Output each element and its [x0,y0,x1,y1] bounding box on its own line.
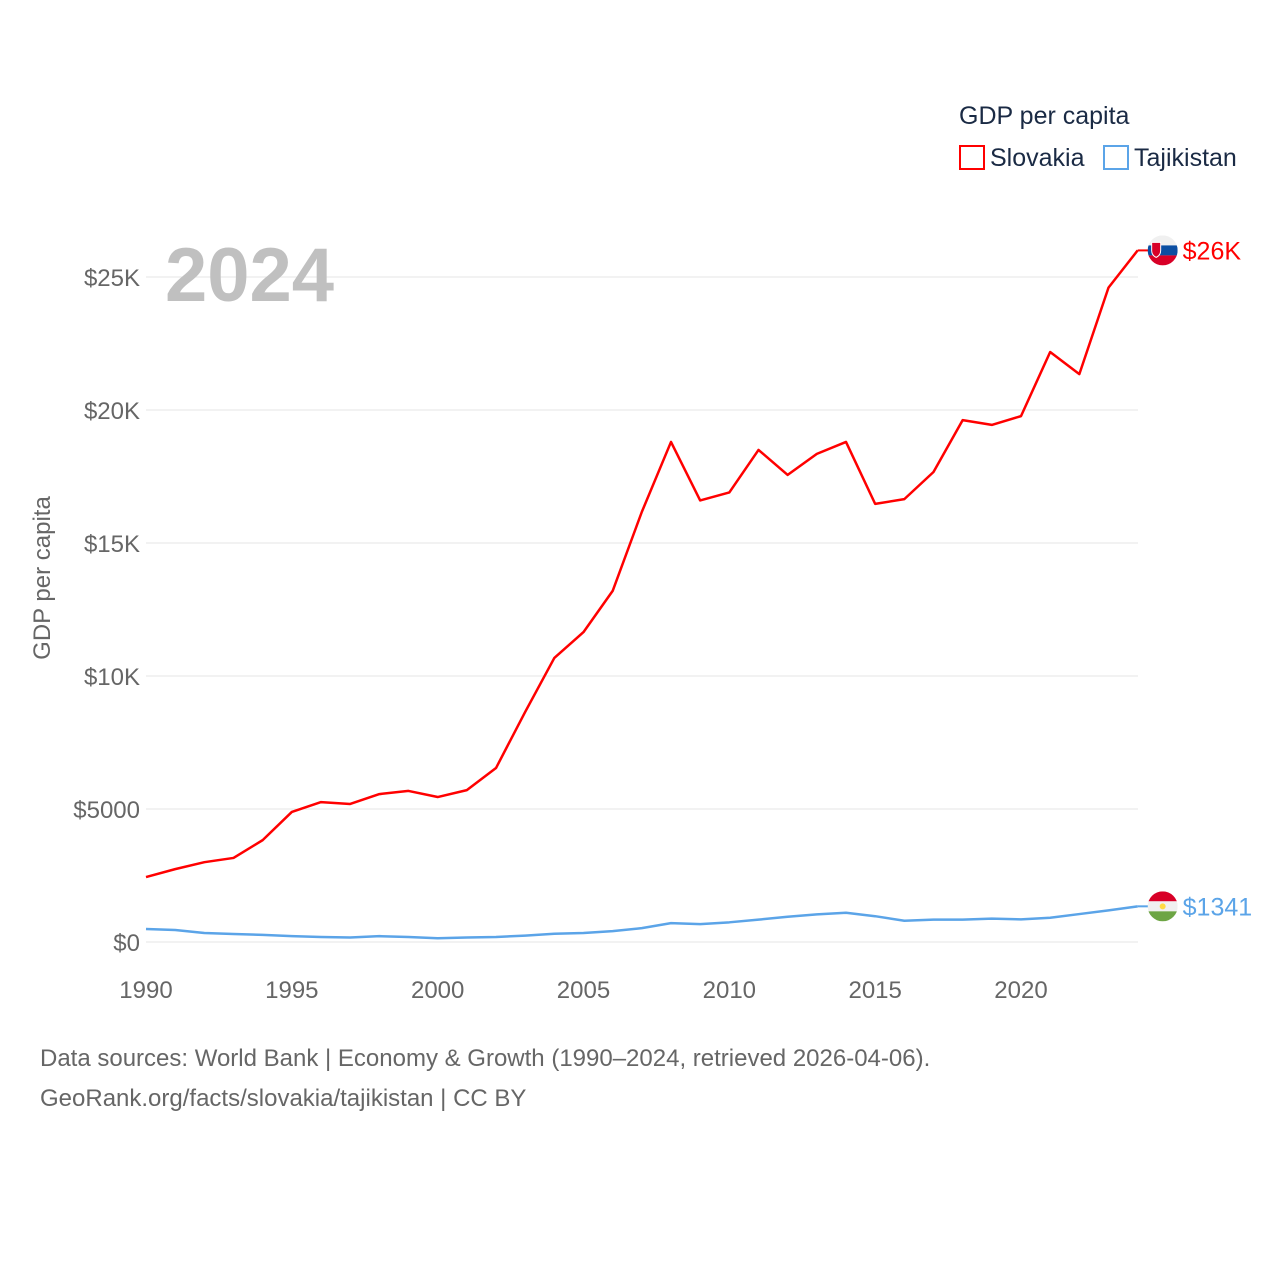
x-tick-label: 2005 [557,977,610,1004]
legend-swatch [1103,145,1129,170]
x-tick-label: 2010 [703,977,756,1004]
end-value-label: $26K [1183,237,1242,265]
series-line-slovakia [145,249,1139,879]
series-line-tajikistan [145,905,1138,940]
x-tick-label: 1995 [265,977,318,1004]
tajikistan-flag-icon [1147,891,1178,922]
footer-attribution[interactable]: GeoRank.org/facts/slovakia/tajikistan | … [40,1085,527,1112]
y-tick-label: $20K [84,398,140,425]
x-tick-label: 2020 [994,977,1047,1004]
y-tick-label: $5000 [73,797,140,824]
year-watermark: 2024 [165,233,334,318]
x-tick-label: 1990 [119,977,172,1004]
y-tick-label: $10K [84,664,140,691]
y-tick-label: $15K [84,531,140,558]
end-value-label: $1341 [1183,893,1253,921]
legend-title: GDP per capita [959,102,1130,130]
x-tick-label: 2000 [411,977,464,1004]
slovakia-flag-icon [1147,235,1178,266]
legend-label-tajikistan: Tajikistan [1134,144,1237,172]
y-tick-label: $25K [84,265,140,292]
y-axis-label: GDP per capita [29,496,56,660]
legend-swatch [959,145,985,170]
y-tick-label: $0 [113,930,140,957]
legend-label-slovakia: Slovakia [990,144,1085,172]
x-tick-label: 2015 [848,977,901,1004]
footer-sources: Data sources: World Bank | Economy & Gro… [40,1045,931,1072]
